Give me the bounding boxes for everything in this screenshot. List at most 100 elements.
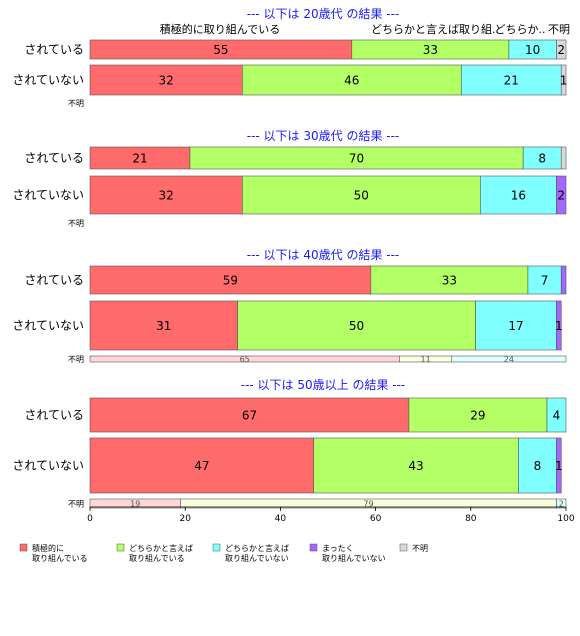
top-category-label: 不明	[548, 23, 570, 36]
x-tick-label: 40	[275, 514, 287, 524]
legend-item: 不明	[399, 543, 428, 553]
x-tick-label: 60	[370, 514, 382, 524]
bar-value-label: 8	[534, 459, 542, 473]
bar-row: されていない 32 50 16 2	[12, 175, 567, 215]
bar-value-label: 1	[555, 459, 563, 473]
bar-value-label: 21	[132, 152, 147, 166]
group-title: --- 以下は 30歳代 の結果 ---	[247, 129, 400, 143]
bar-segment	[556, 498, 567, 509]
legend-label: 不明	[412, 544, 428, 553]
bar-value-label: 32	[159, 74, 174, 88]
bar-segment	[556, 39, 567, 60]
bar-row: されている 59 33 7	[24, 265, 567, 295]
legend-label: 取り組んでいない	[225, 553, 289, 563]
bar-segment	[527, 265, 562, 295]
bar-value-label: 55	[213, 43, 228, 57]
legend-label: 積極的に	[32, 543, 64, 553]
bar-segment	[556, 300, 562, 351]
bar-value-label: 2	[557, 43, 565, 57]
bar-segment	[370, 265, 529, 295]
bar-segment	[475, 300, 557, 351]
bar-row: 不明	[68, 99, 84, 108]
bar-value-label: 67	[242, 409, 257, 423]
group-3: --- 以下は 40歳代 の結果 --- されている 59 33 7 されていない 31 50…	[12, 248, 567, 364]
bar-segment	[89, 265, 372, 295]
row-label: されていない	[12, 188, 84, 202]
top-category-label: どちらかと言えば取り組..	[371, 23, 499, 36]
bar-value-label: 59	[223, 274, 238, 288]
bar-value-label: 47	[194, 459, 209, 473]
bar-value-label: 11	[420, 355, 430, 364]
bar-value-label: 17	[508, 319, 523, 333]
bar-segment	[237, 300, 476, 351]
bar-value-label: 50	[349, 319, 364, 333]
bar-value-label: 43	[408, 459, 423, 473]
bar-segment	[560, 146, 567, 170]
bar-segment	[480, 175, 557, 215]
top-category-label: 積極的に取り組んでいる	[160, 22, 280, 36]
legend-swatch	[116, 543, 125, 552]
top-category-label: どちらか..	[495, 23, 546, 36]
bar-value-label: 70	[349, 152, 364, 166]
bar-value-label: 33	[442, 274, 457, 288]
legend-label: 取り組んでいない	[322, 553, 386, 563]
bar-segment	[556, 437, 562, 494]
bar-segment	[546, 397, 567, 433]
bar-segment	[560, 265, 567, 295]
bar-value-label: 1	[555, 319, 563, 333]
bar-value-label: 32	[159, 189, 174, 203]
row-label: されていない	[12, 73, 84, 87]
bar-row: されている 55 33 10 2	[24, 39, 567, 60]
bar-value-label: 8	[538, 152, 546, 166]
bar-value-label: 46	[344, 74, 359, 88]
bar-value-label: 65	[240, 355, 250, 364]
row-label: されていない	[12, 319, 84, 333]
group-title: --- 以下は 40歳代 の結果 ---	[247, 248, 400, 262]
x-tick-label: 0	[87, 514, 93, 524]
bar-value-label: 2	[559, 500, 564, 509]
bar-value-label: 24	[504, 355, 514, 364]
group-4: --- 以下は 50歳以上 の結果 --- されている 67 29 4 されていない 47 4…	[12, 378, 567, 509]
bar-segment	[408, 397, 548, 433]
bar-segment	[89, 300, 238, 351]
row-label: 不明	[68, 355, 84, 364]
bar-value-label: 10	[525, 43, 540, 57]
bar-row: 不明 65 11 24	[68, 355, 567, 364]
legend-swatch	[399, 543, 408, 552]
row-label: されている	[24, 43, 84, 57]
bar-value-label: 33	[423, 43, 438, 57]
legend-label: どちらかと言えば	[129, 543, 193, 553]
legend-label: 取り組んでいる	[32, 553, 88, 563]
x-tick-label: 80	[465, 514, 477, 524]
row-label: 不明	[68, 500, 84, 509]
bar-value-label: 50	[354, 189, 369, 203]
group-title: --- 以下は 50歳以上 の結果 ---	[241, 378, 406, 392]
legend-swatch	[19, 543, 28, 552]
row-label: されている	[24, 273, 84, 287]
bar-value-label: 79	[363, 500, 373, 509]
row-label: 不明	[68, 219, 84, 228]
legend-swatch	[212, 543, 221, 552]
bar-value-label: 21	[504, 74, 519, 88]
bar-row: されている 67 29 4	[24, 397, 567, 433]
bar-segment	[313, 437, 519, 494]
x-tick-label: 20	[179, 514, 191, 524]
bar-segment	[451, 355, 567, 363]
row-label: 不明	[68, 99, 84, 108]
group-1: --- 以下は 20歳代 の結果 --- されている 55 33 10 2 されていない 32…	[12, 7, 567, 108]
row-label: されている	[24, 151, 84, 165]
legend-label: まったく	[322, 544, 354, 553]
bar-row: 不明	[68, 219, 84, 228]
bar-value-label: 31	[156, 319, 171, 333]
bar-segment	[560, 64, 567, 96]
bar-value-label: 7	[541, 274, 549, 288]
x-tick-label: 100	[557, 514, 574, 524]
bar-segment	[89, 175, 243, 215]
bar-row: されていない 32 46 21 1	[12, 64, 567, 96]
bar-segment	[89, 437, 315, 494]
bar-row: されていない 47 43 8 1	[12, 437, 563, 494]
bar-value-label: 29	[470, 409, 485, 423]
